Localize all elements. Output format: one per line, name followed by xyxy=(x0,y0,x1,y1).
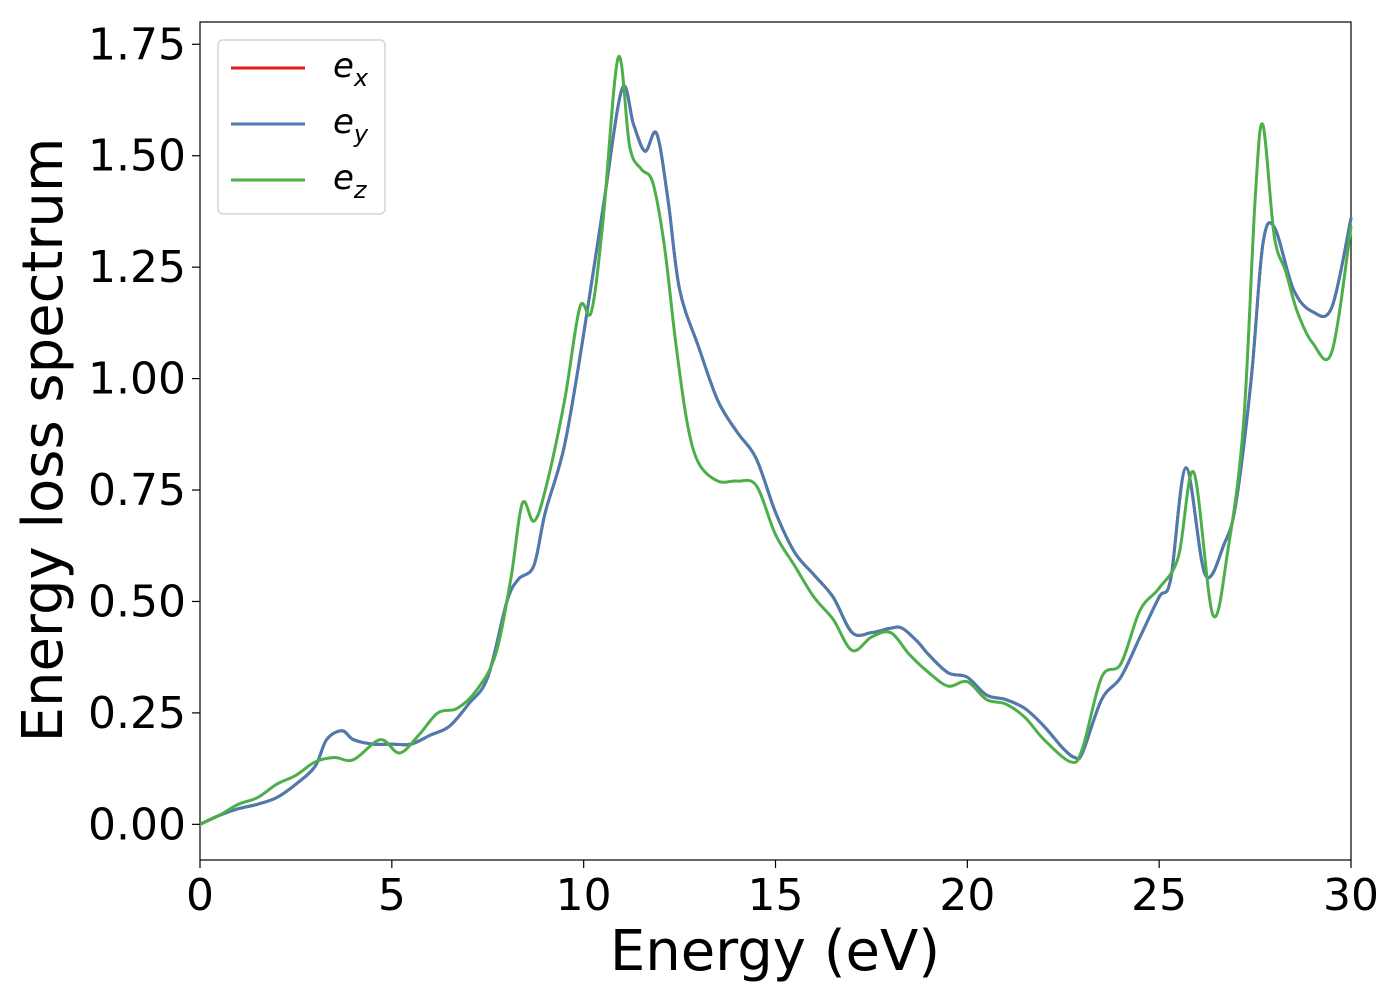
series-line-z xyxy=(198,54,1353,826)
legend: ex ey ez xyxy=(217,39,386,215)
y-tick-label: 1.00 xyxy=(88,354,186,405)
legend-label-y: ey xyxy=(333,102,369,148)
y-axis: 0.00 0.25 0.50 0.75 1.00 1.25 1.50 1.75 xyxy=(88,19,200,850)
x-tick-label: 30 xyxy=(1323,870,1379,921)
y-tick-label: 0.50 xyxy=(88,576,186,627)
y-tick-label: 1.25 xyxy=(88,242,186,293)
x-tick-label: 10 xyxy=(556,870,612,921)
y-tick-label: 1.50 xyxy=(88,131,186,182)
y-tick-label: 0.75 xyxy=(88,465,186,516)
y-axis-label: Energy loss spectrum xyxy=(11,138,76,743)
x-tick-label: 5 xyxy=(378,870,406,921)
x-tick-label: 20 xyxy=(939,870,995,921)
legend-box xyxy=(217,39,386,215)
legend-label-x: ex xyxy=(333,46,369,92)
plot-area xyxy=(199,21,1352,861)
y-tick-label: 0.00 xyxy=(88,799,186,850)
x-axis-label: Energy (eV) xyxy=(610,919,940,984)
legend-label-z: ez xyxy=(333,158,368,204)
y-tick-label: 1.75 xyxy=(88,19,186,70)
x-axis: 0 5 10 15 20 25 30 xyxy=(186,860,1379,921)
series-layer xyxy=(198,54,1353,826)
x-tick-label: 15 xyxy=(748,870,804,921)
y-tick-label: 0.25 xyxy=(88,688,186,739)
x-tick-label: 25 xyxy=(1131,870,1187,921)
x-tick-label: 0 xyxy=(186,870,214,921)
